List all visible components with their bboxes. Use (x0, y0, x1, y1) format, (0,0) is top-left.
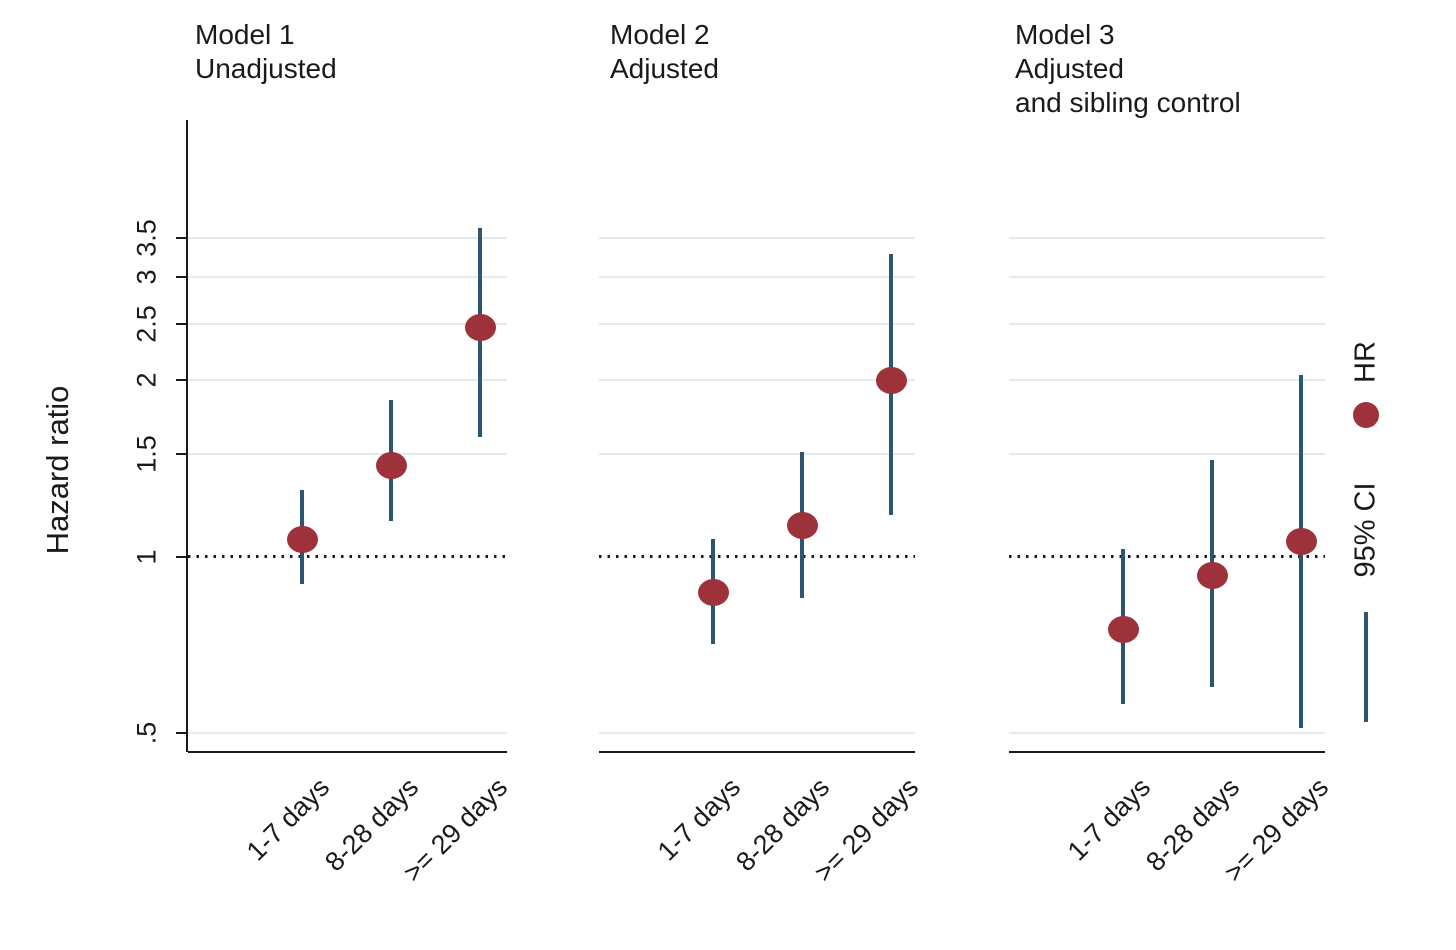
legend-hr-dot-icon (1353, 402, 1379, 428)
gridline (599, 452, 915, 455)
hr-dot (1196, 561, 1228, 589)
hr-dot (1285, 528, 1317, 556)
gridline (1009, 322, 1325, 325)
x-axis-line (188, 751, 507, 753)
hr-dot (697, 578, 729, 606)
y-tick-mark (176, 322, 186, 325)
hr-dot (786, 512, 818, 540)
y-axis-line (186, 120, 188, 752)
reference-line (599, 555, 915, 559)
reference-line (1009, 555, 1325, 559)
gridline (599, 379, 915, 382)
gridline (599, 276, 915, 279)
hr-dot (375, 452, 407, 480)
y-tick-label: .5 (131, 721, 162, 745)
panel-3-title-line-1: Model 3 (1015, 19, 1115, 50)
x-tick-label: 1-7 days (651, 772, 747, 867)
y-tick-mark (176, 732, 186, 735)
panel-2-title: Model 2 Adjusted (610, 18, 719, 86)
x-axis-line (599, 751, 915, 753)
gridline (188, 379, 507, 382)
panel-3-title-line-3: and sibling control (1015, 87, 1241, 118)
gridline (188, 236, 507, 239)
gridline (188, 732, 507, 735)
y-tick-label: 3.5 (131, 219, 162, 257)
y-tick-label: 1 (131, 549, 162, 565)
x-tick-label: 1-7 days (1061, 772, 1157, 867)
gridline (188, 276, 507, 279)
x-tick-label: >= 29 days (397, 772, 514, 888)
x-tick-label: 1-7 days (240, 772, 336, 867)
hr-dot (875, 366, 907, 394)
hr-dot (464, 314, 496, 342)
gridline (188, 322, 507, 325)
panel-1-title-line-1: Model 1 (195, 19, 295, 50)
y-tick-mark (176, 276, 186, 279)
y-tick-label: 1.5 (131, 434, 162, 473)
legend-ci-line-icon (1364, 612, 1368, 722)
gridline (1009, 732, 1325, 735)
gridline (599, 322, 915, 325)
gridline (188, 452, 507, 455)
gridline (599, 236, 915, 239)
x-axis-line (1009, 751, 1325, 753)
y-tick-mark (176, 452, 186, 455)
panel-2-title-line-2: Adjusted (610, 53, 719, 84)
reference-line (188, 555, 507, 559)
panel-2-title-line-1: Model 2 (610, 19, 710, 50)
hr-dot (1107, 616, 1139, 644)
gridline (1009, 452, 1325, 455)
y-tick-mark (176, 555, 186, 558)
x-tick-label: 8-28 days (730, 772, 836, 878)
y-tick-label: 3 (131, 269, 162, 285)
y-tick-mark (176, 236, 186, 239)
gridline (1009, 276, 1325, 279)
gridline (599, 732, 915, 735)
x-tick-label: 8-28 days (319, 772, 425, 878)
gridline (1009, 379, 1325, 382)
hr-dot (286, 525, 318, 553)
x-tick-label: >= 29 days (808, 772, 925, 888)
panel-1-title-line-2: Unadjusted (195, 53, 337, 84)
panel-3-title: Model 3 Adjusted and sibling control (1015, 18, 1241, 120)
panel-3-title-line-2: Adjusted (1015, 53, 1124, 84)
gridline (1009, 236, 1325, 239)
y-tick-mark (176, 379, 186, 382)
x-tick-label: >= 29 days (1218, 772, 1335, 888)
y-tick-label: 2.5 (131, 304, 162, 343)
y-tick-label: 2 (131, 372, 162, 388)
x-tick-label: 8-28 days (1140, 772, 1246, 878)
panel-1-title: Model 1 Unadjusted (195, 18, 337, 86)
